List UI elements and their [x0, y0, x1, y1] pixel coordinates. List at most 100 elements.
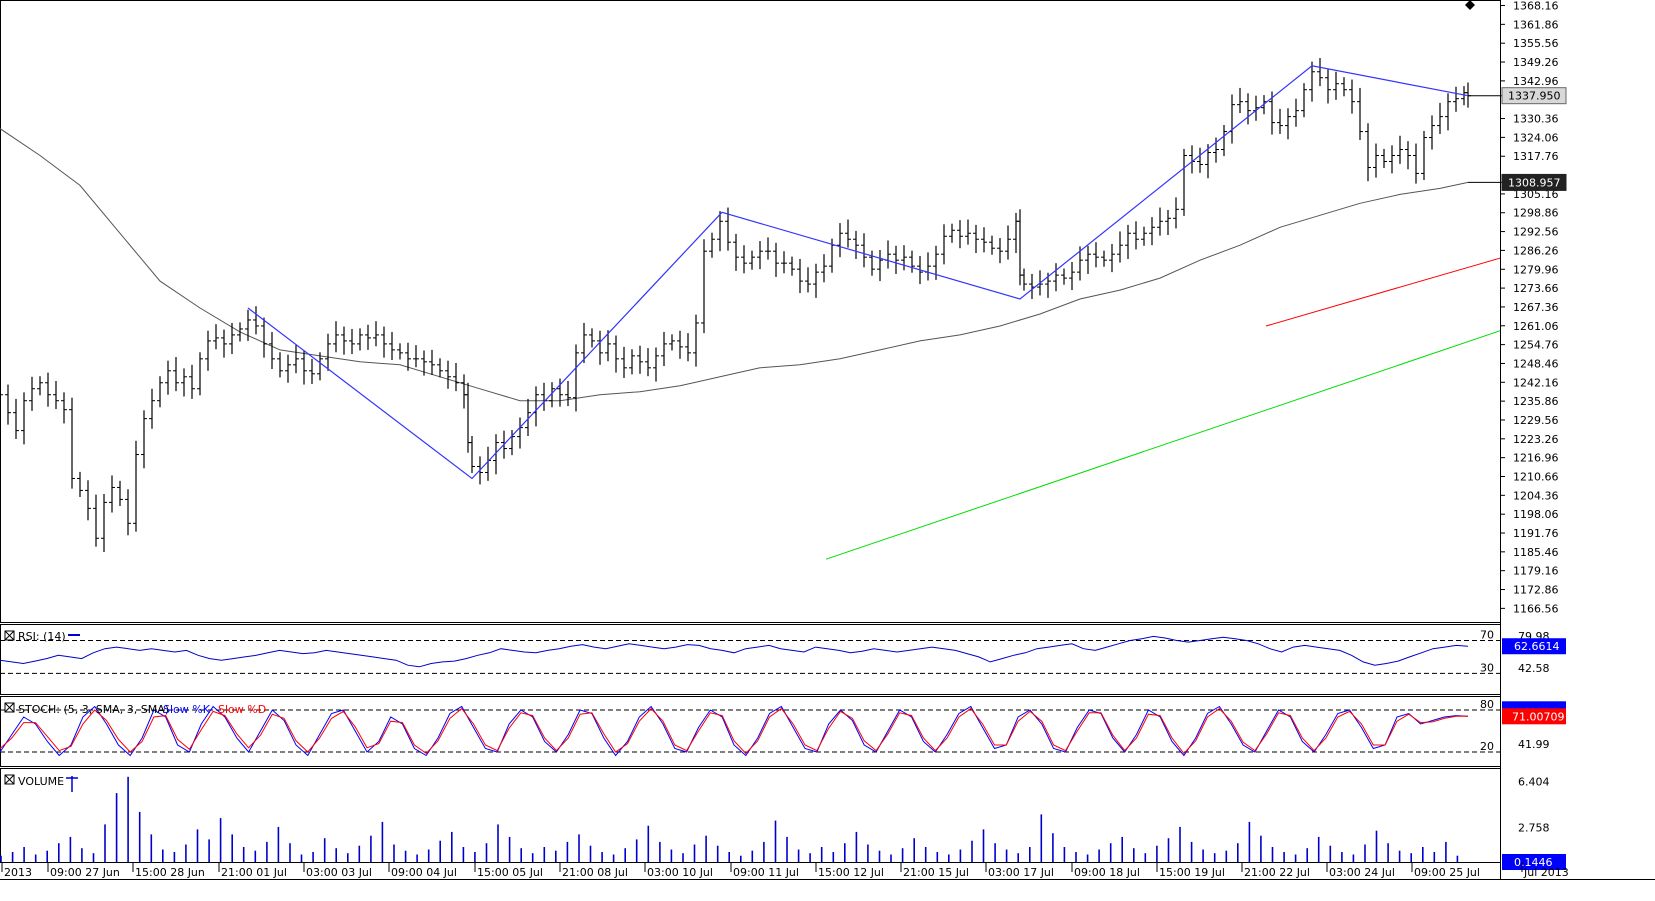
- ohlc-bar: [437, 358, 443, 378]
- price-tick-label: 1305.16: [1513, 188, 1559, 201]
- ohlc-bar: [1357, 87, 1363, 140]
- time-tick-label: 09:00 27 Jun: [50, 866, 120, 879]
- ohlc-bar: [1069, 261, 1075, 291]
- ohlc-bar: [13, 398, 19, 439]
- ohlc-bar: [237, 322, 243, 342]
- price-tick-label: 1342.96: [1513, 75, 1559, 88]
- ohlc-bar: [69, 397, 75, 489]
- lower-channel-line: [825, 330, 1500, 560]
- ohlc-bar: [1373, 143, 1379, 178]
- ohlc-bar: [669, 334, 675, 351]
- slow-d-line: [0, 707, 1468, 755]
- price-tick-label: 1324.06: [1513, 131, 1559, 144]
- ohlc-bar: [773, 242, 779, 277]
- ohlc-bar: [741, 245, 747, 274]
- ohlc-bar: [333, 321, 339, 353]
- ohlc-bars: [0, 58, 1471, 553]
- ohlc-bar: [1245, 93, 1251, 125]
- ohlc-bar: [1125, 224, 1131, 259]
- moving-average-tag: [1501, 173, 1567, 191]
- price-tick-label: 1292.56: [1513, 226, 1559, 239]
- stoch-d-value-tag: [1502, 708, 1566, 725]
- ohlc-bar: [125, 489, 131, 536]
- ohlc-bar: [621, 346, 627, 378]
- ohlc-bar: [869, 250, 875, 276]
- close-icon: [4, 630, 15, 641]
- current-price-tag: [1501, 87, 1567, 105]
- volume-tick-label: 2.758: [1518, 821, 1550, 834]
- ohlc-bar: [637, 345, 643, 374]
- ohlc-bar: [1181, 148, 1187, 216]
- volume-panel[interactable]: VOLUME 6.404 2.758 0.1446: [0, 774, 1566, 870]
- ohlc-bar: [37, 376, 43, 396]
- ohlc-bar: [101, 494, 107, 553]
- stoch-legend-d: Slow %D: [218, 703, 266, 716]
- ohlc-bar: [701, 239, 707, 334]
- ohlc-bar: [1285, 108, 1291, 140]
- ohlc-bar: [277, 352, 283, 378]
- moving-average-label: 1308.957: [1508, 176, 1561, 189]
- ohlc-bar: [709, 232, 715, 258]
- ohlc-bar: [597, 330, 603, 365]
- price-tick-label: 1172.86: [1513, 584, 1559, 597]
- ohlc-bar: [509, 430, 515, 456]
- ohlc-bar: [197, 352, 203, 396]
- price-tick-label: 1229.56: [1513, 414, 1559, 427]
- time-tick-label: 15:00 19 Jul: [1159, 866, 1225, 879]
- ohlc-bar: [309, 358, 315, 384]
- rsi-title: RSI: (14): [18, 630, 66, 643]
- ohlc-bar: [357, 328, 363, 351]
- time-tick-label: 2013: [4, 866, 32, 879]
- ohlc-bar: [317, 352, 323, 381]
- price-tick-label: 1242.16: [1513, 376, 1559, 389]
- ohlc-bar: [1149, 217, 1155, 246]
- price-tick-label: 1279.96: [1513, 263, 1559, 276]
- ohlc-bar: [805, 267, 811, 293]
- ohlc-bar: [1333, 71, 1339, 100]
- ohlc-bar: [1365, 123, 1371, 182]
- ohlc-bar: [877, 249, 883, 282]
- stoch-tick-label: 41.99: [1518, 738, 1550, 751]
- ohlc-bar: [901, 245, 907, 271]
- close-icon: [4, 702, 15, 713]
- ohlc-bar: [629, 349, 635, 375]
- ohlc-bar: [573, 344, 579, 412]
- ohlc-bar: [589, 328, 595, 348]
- ohlc-bar: [1269, 91, 1275, 135]
- ohlc-bar: [261, 317, 267, 358]
- price-tick-label: 1216.96: [1513, 452, 1559, 465]
- ohlc-bar: [965, 219, 971, 245]
- ohlc-bar: [389, 331, 395, 361]
- ohlc-bar: [1445, 93, 1451, 131]
- stochastic-panel[interactable]: 80 20 STOCH: (5, 3, SMA, 3, SMA)Slow %K Slo…: [0, 698, 1566, 757]
- price-panel[interactable]: 1368.16 1361.86 1355.56 1349.26 1342.96 1330.…: [0, 0, 1655, 615]
- ohlc-bar: [853, 230, 859, 259]
- time-tick-label: 09:00 04 Jul: [391, 866, 457, 879]
- ohlc-bar: [109, 475, 115, 513]
- time-tick-label: 03:00 03 Jul: [306, 866, 372, 879]
- ohlc-bar: [469, 435, 475, 474]
- ohlc-bar: [821, 254, 827, 283]
- ohlc-bar: [581, 322, 587, 364]
- window-marker-icon: [1465, 0, 1475, 10]
- ohlc-bar: [1221, 124, 1227, 157]
- ohlc-bar: [445, 360, 451, 389]
- ohlc-bar: [405, 342, 411, 371]
- ohlc-bar: [957, 220, 963, 249]
- time-tick-label: 21:00 15 Jul: [903, 866, 969, 879]
- volume-value-label: 0.1446: [1514, 856, 1553, 869]
- ohlc-bar: [301, 350, 307, 385]
- price-tick-label: 1368.16: [1513, 0, 1559, 13]
- rsi-value-label: 62.6614: [1514, 640, 1560, 653]
- ohlc-bar: [613, 335, 619, 373]
- ohlc-bar: [61, 392, 67, 424]
- ohlc-bar: [1141, 226, 1147, 246]
- ohlc-bar: [1389, 145, 1395, 174]
- ohlc-bar: [1053, 263, 1059, 292]
- stoch-value-label: 71.00709: [1512, 710, 1565, 723]
- ohlc-bar: [253, 306, 259, 335]
- ohlc-bar: [229, 322, 235, 355]
